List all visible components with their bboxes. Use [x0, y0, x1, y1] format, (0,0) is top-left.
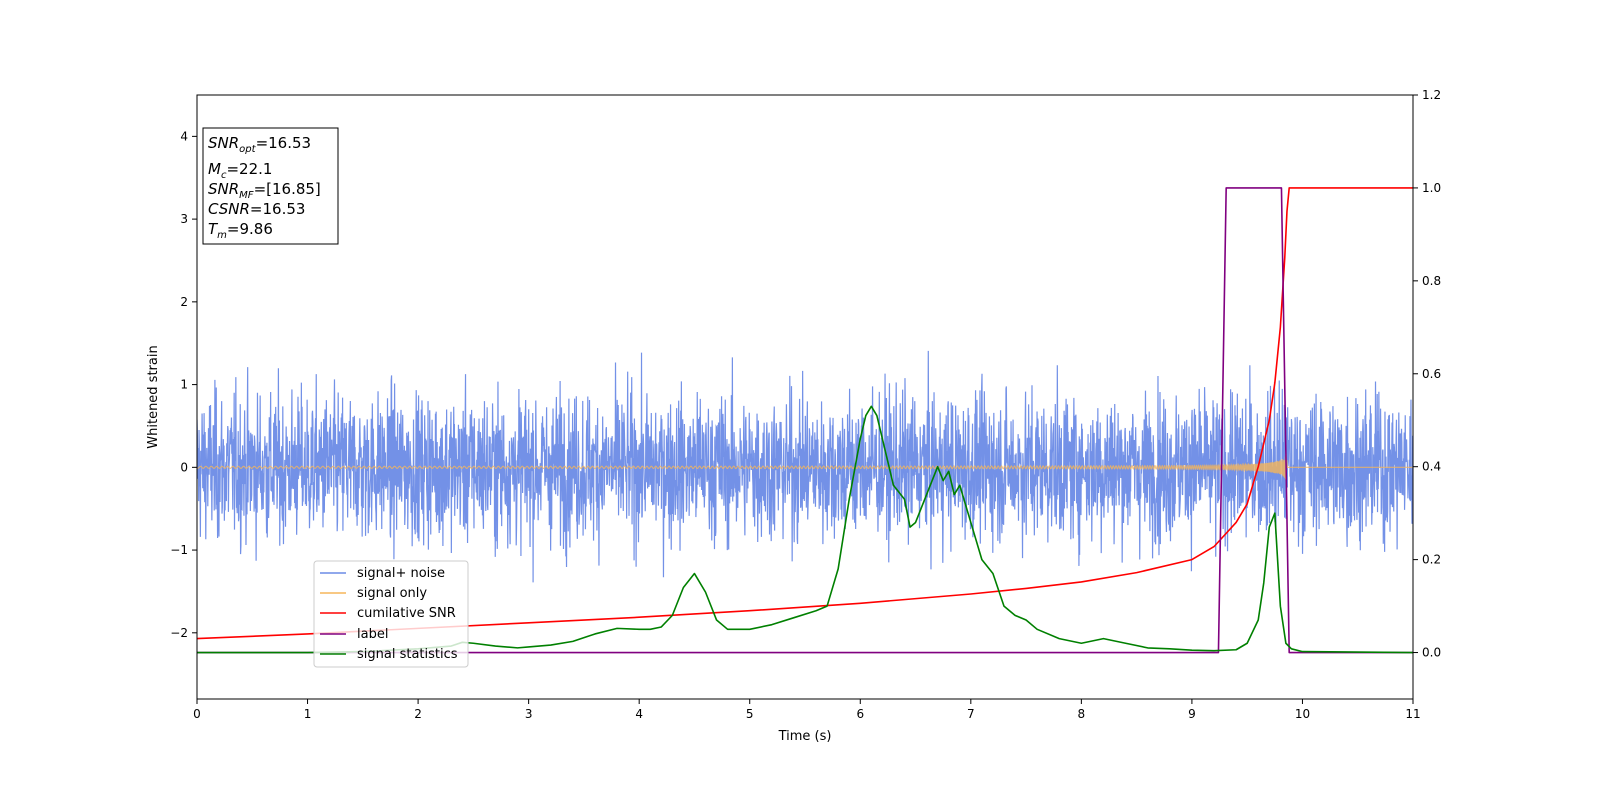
legend-label-signal-statistics: signal statistics — [357, 647, 458, 662]
x-tick-label: 0 — [193, 707, 201, 721]
series-signal-statistics-line — [197, 405, 1413, 654]
annotation-mc: Mc=22.1 — [208, 160, 272, 181]
legend-label-signal-only: signal only — [357, 586, 427, 601]
x-tick-label: 8 — [1078, 707, 1086, 721]
annotation-tm: Tm=9.86 — [208, 220, 273, 241]
y-tick-label: −2 — [170, 626, 188, 640]
y2-tick-label: 1.2 — [1422, 88, 1441, 102]
y-axis-label: Whitened strain — [146, 345, 161, 448]
plot-frame — [196, 94, 1414, 700]
legend-label-signal-noise: signal+ noise — [357, 566, 445, 581]
x-tick-label: 3 — [525, 707, 533, 721]
y-axis-right: 0.0 0.2 0.4 0.6 0.8 1.0 1.2 — [1413, 88, 1441, 660]
y-tick-label: 1 — [180, 378, 188, 392]
legend-label-cumulative-snr: cumilative SNR — [357, 606, 456, 621]
legend-frame — [313, 560, 469, 668]
x-tick-label: 7 — [967, 707, 975, 721]
annotation-csnr: CSNR=16.53 — [208, 200, 305, 218]
x-axis-label: Time (s) — [778, 729, 832, 744]
x-axis: 0 1 2 3 4 5 6 7 8 9 10 11 — [193, 699, 1421, 721]
y2-tick-label: 0.2 — [1422, 553, 1441, 567]
legend: signal+ noise signal only cumilative SNR… — [313, 560, 469, 668]
y-tick-label: −1 — [170, 543, 188, 557]
series-layer — [197, 187, 1413, 654]
y2-tick-label: 0.8 — [1422, 274, 1441, 288]
series-signal-noise-line — [197, 350, 1413, 583]
x-tick-label: 6 — [856, 707, 864, 721]
y2-tick-label: 1.0 — [1422, 181, 1441, 195]
y-tick-label: 3 — [180, 212, 188, 226]
annotation-box: SNRopt=16.53 Mc=22.1 SNRMF=[16.85] CSNR=… — [202, 127, 339, 245]
annotation-frame — [202, 127, 339, 245]
y-tick-label: 0 — [180, 460, 188, 474]
annotation-snr-mf: SNRMF=[16.85] — [208, 180, 321, 201]
y2-tick-label: 0.6 — [1422, 367, 1441, 381]
x-tick-label: 9 — [1188, 707, 1196, 721]
x-tick-label: 10 — [1295, 707, 1310, 721]
y2-tick-label: 0.4 — [1422, 460, 1441, 474]
y-axis-left: −2 −1 0 1 2 3 4 — [170, 129, 197, 640]
y-tick-label: 2 — [180, 295, 188, 309]
series-signal-only-line — [197, 453, 1413, 482]
x-tick-label: 1 — [304, 707, 312, 721]
legend-label-label: label — [357, 627, 388, 642]
y-tick-label: 4 — [180, 129, 188, 143]
x-tick-label: 5 — [746, 707, 754, 721]
x-tick-label: 11 — [1405, 707, 1420, 721]
series-label-line — [197, 187, 1413, 654]
annotation-snr-opt: SNRopt=16.53 — [208, 134, 311, 155]
x-tick-label: 2 — [414, 707, 422, 721]
x-tick-label: 4 — [635, 707, 643, 721]
y2-tick-label: 0.0 — [1422, 646, 1441, 660]
series-cumulative-snr-line — [197, 187, 1413, 640]
